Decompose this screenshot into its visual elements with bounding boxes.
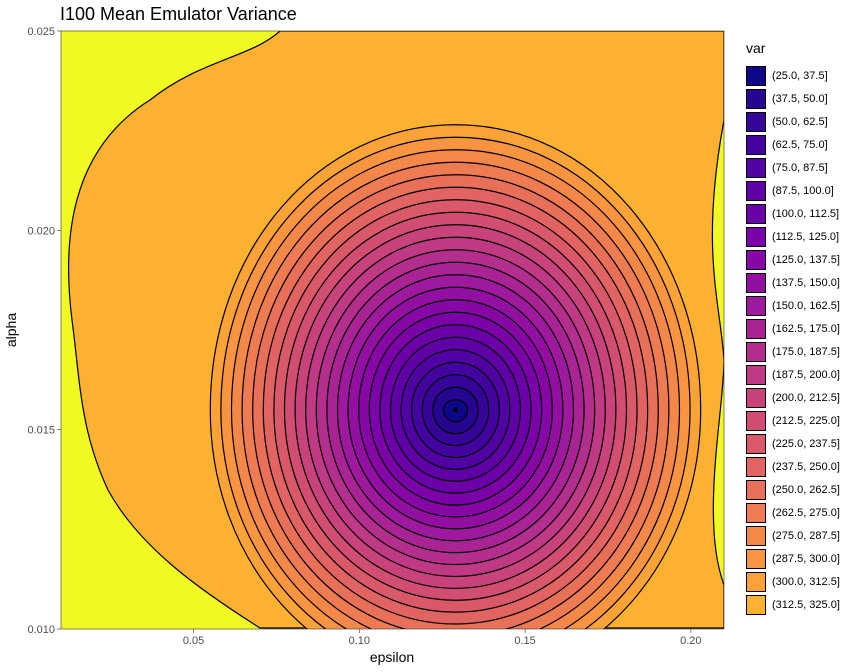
legend-swatch <box>746 295 766 316</box>
legend-item: (87.5, 100.0] <box>746 179 840 202</box>
legend-label: (225.0, 237.5] <box>772 437 840 450</box>
legend-item: (300.0, 312.5] <box>746 570 840 593</box>
legend-item: (125.0, 137.5] <box>746 248 840 271</box>
legend-label: (275.0, 287.5] <box>772 529 840 542</box>
legend-swatch <box>746 134 766 155</box>
legend-label: (312.5, 325.0] <box>772 598 840 611</box>
legend-item: (237.5, 250.0] <box>746 455 840 478</box>
legend-item: (50.0, 62.5] <box>746 110 840 133</box>
minimum-point-marker <box>452 407 458 413</box>
legend-item: (262.5, 275.0] <box>746 501 840 524</box>
y-tick-label: 0.020 <box>27 225 55 237</box>
legend-label: (212.5, 225.0] <box>772 414 840 427</box>
legend-swatch <box>746 157 766 178</box>
legend-swatch <box>746 594 766 615</box>
legend-swatch <box>746 272 766 293</box>
legend-swatch <box>746 433 766 454</box>
legend-label: (162.5, 175.0] <box>772 322 840 335</box>
legend-swatch <box>746 341 766 362</box>
legend-swatch <box>746 456 766 477</box>
x-tick-label: 0.10 <box>349 635 370 647</box>
legend-item: (25.0, 37.5] <box>746 64 840 87</box>
legend-item: (100.0, 112.5] <box>746 202 840 225</box>
legend-swatch <box>746 502 766 523</box>
legend-item: (200.0, 212.5] <box>746 386 840 409</box>
x-axis-label: epsilon <box>370 649 414 665</box>
y-axis-label: alpha <box>3 313 19 347</box>
legend-label: (300.0, 312.5] <box>772 575 840 588</box>
legend-item: (275.0, 287.5] <box>746 524 840 547</box>
legend-swatch <box>746 111 766 132</box>
y-tick-label: 0.015 <box>27 425 55 437</box>
legend-label: (75.0, 87.5] <box>772 161 828 174</box>
legend-items: (25.0, 37.5] (37.5, 50.0] (50.0, 62.5] (62.… <box>746 64 840 616</box>
legend-swatch <box>746 410 766 431</box>
legend-swatch <box>746 249 766 270</box>
legend-item: (37.5, 50.0] <box>746 87 840 110</box>
legend-swatch <box>746 180 766 201</box>
contour-layer <box>61 31 724 629</box>
legend-label: (37.5, 50.0] <box>772 92 828 105</box>
legend-swatch <box>746 65 766 86</box>
legend-swatch <box>746 479 766 500</box>
legend-item: (75.0, 87.5] <box>746 156 840 179</box>
legend-swatch <box>746 525 766 546</box>
legend-item: (112.5, 125.0] <box>746 225 840 248</box>
legend-label: (287.5, 300.0] <box>772 552 840 565</box>
y-axis-ticks: 0.010 0.015 0.020 0.025 <box>27 26 61 636</box>
legend-item: (312.5, 325.0] <box>746 593 840 616</box>
y-tick-label: 0.010 <box>27 624 55 636</box>
legend-item: (250.0, 262.5] <box>746 478 840 501</box>
legend-label: (262.5, 275.0] <box>772 506 840 519</box>
legend-item: (62.5, 75.0] <box>746 133 840 156</box>
legend-item: (137.5, 150.0] <box>746 271 840 294</box>
y-tick-label: 0.025 <box>27 26 55 38</box>
x-tick-label: 0.05 <box>183 635 204 647</box>
legend-label: (200.0, 212.5] <box>772 391 840 404</box>
legend-swatch <box>746 387 766 408</box>
legend-item: (287.5, 300.0] <box>746 547 840 570</box>
legend-title: var <box>746 40 766 56</box>
legend-item: (225.0, 237.5] <box>746 432 840 455</box>
legend-label: (250.0, 262.5] <box>772 483 840 496</box>
legend-item: (212.5, 225.0] <box>746 409 840 432</box>
legend-swatch <box>746 226 766 247</box>
legend-item: (150.0, 162.5] <box>746 294 840 317</box>
x-tick-label: 0.20 <box>680 635 701 647</box>
legend: var (25.0, 37.5] (37.5, 50.0] (50.0, 62.5]… <box>746 40 840 616</box>
legend-swatch <box>746 203 766 224</box>
legend-label: (125.0, 137.5] <box>772 253 840 266</box>
legend-label: (175.0, 187.5] <box>772 345 840 358</box>
x-tick-label: 0.15 <box>514 635 535 647</box>
legend-label: (112.5, 125.0] <box>772 230 840 243</box>
legend-swatch <box>746 88 766 109</box>
legend-label: (87.5, 100.0] <box>772 184 834 197</box>
legend-label: (237.5, 250.0] <box>772 460 840 473</box>
legend-swatch <box>746 548 766 569</box>
legend-label: (187.5, 200.0] <box>772 368 840 381</box>
legend-label: (100.0, 112.5] <box>772 207 840 220</box>
legend-label: (62.5, 75.0] <box>772 138 828 151</box>
legend-item: (187.5, 200.0] <box>746 363 840 386</box>
legend-label: (25.0, 37.5] <box>772 69 828 82</box>
legend-item: (162.5, 175.0] <box>746 317 840 340</box>
legend-label: (137.5, 150.0] <box>772 276 840 289</box>
legend-swatch <box>746 318 766 339</box>
legend-swatch <box>746 364 766 385</box>
legend-label: (150.0, 162.5] <box>772 299 840 312</box>
legend-item: (175.0, 187.5] <box>746 340 840 363</box>
legend-swatch <box>746 571 766 592</box>
chart-title: I100 Mean Emulator Variance <box>60 4 297 24</box>
plot-frame <box>60 30 725 630</box>
x-axis-ticks: 0.05 0.10 0.15 0.20 <box>183 629 702 647</box>
legend-label: (50.0, 62.5] <box>772 115 828 128</box>
